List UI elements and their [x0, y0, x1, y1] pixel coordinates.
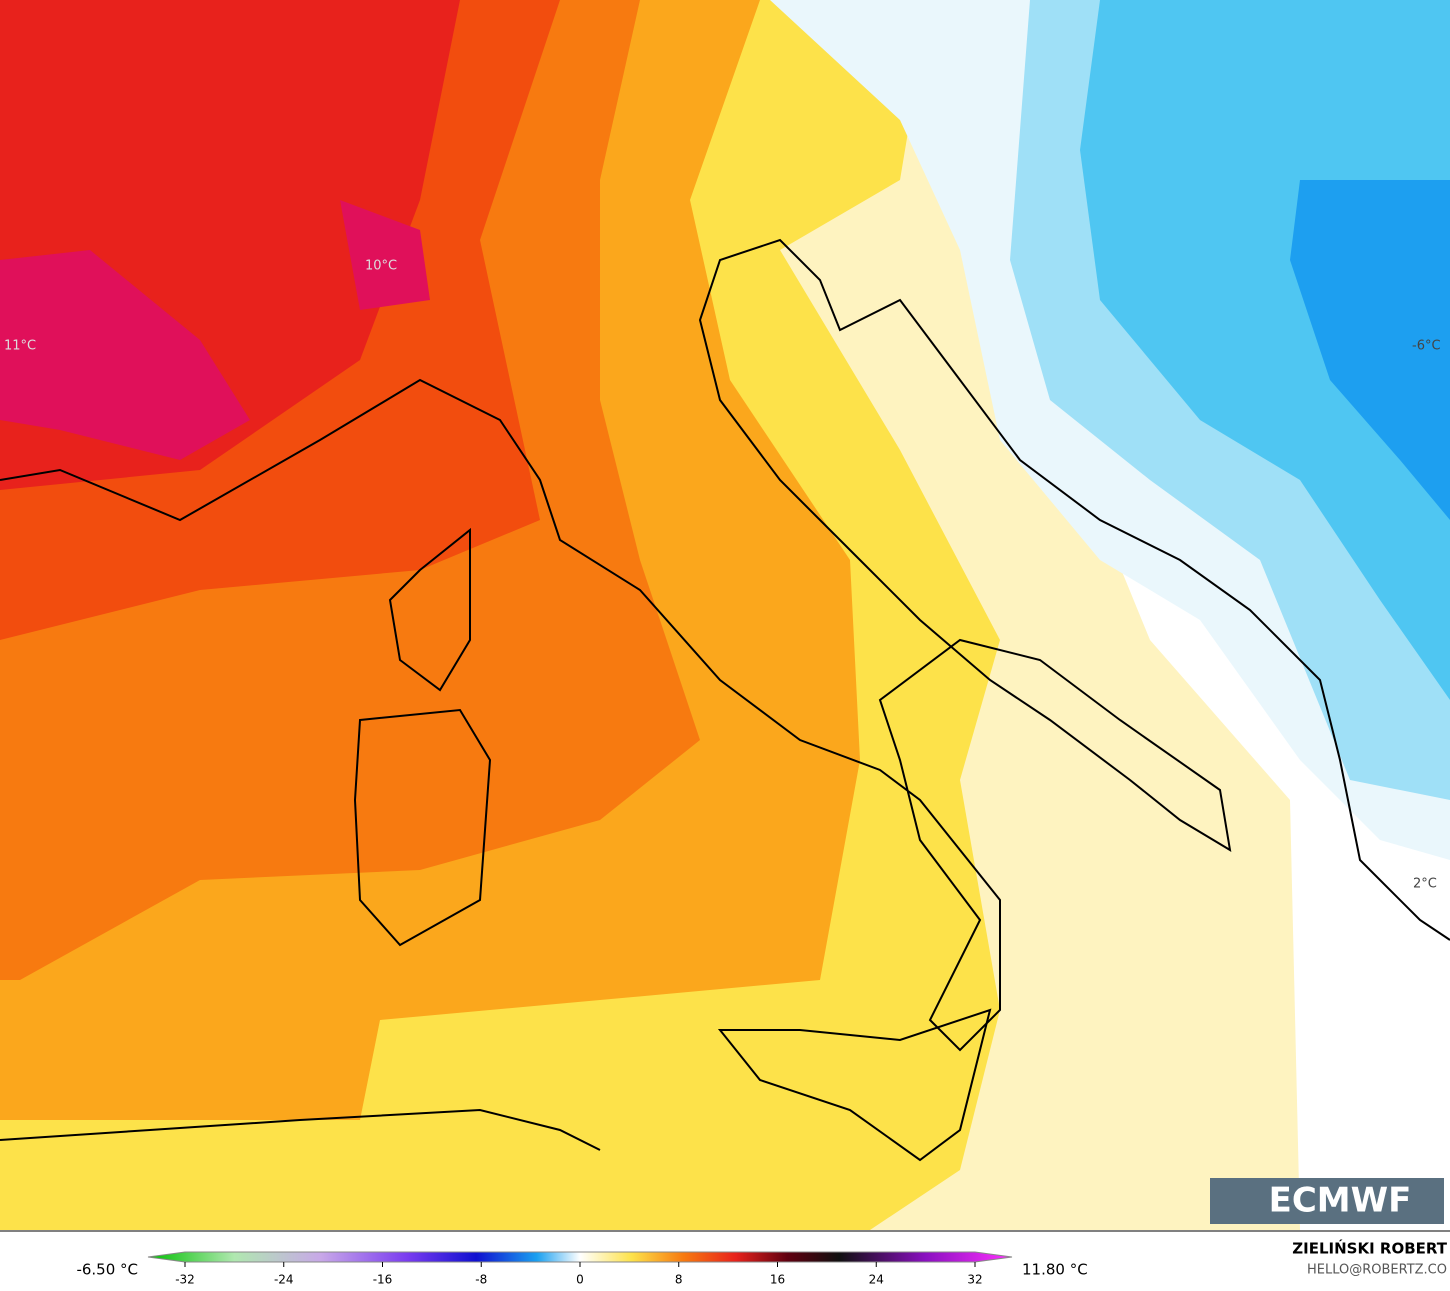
tick-label: -32	[175, 1273, 195, 1287]
zone-magenta	[0, 200, 430, 460]
zone-blue	[1080, 0, 1450, 700]
legend-min: -6.50 °C	[76, 1261, 138, 1279]
corsica	[388, 527, 471, 692]
map-area: 11°C 10°C -6°C 2°C ECMWF	[0, 0, 1450, 1230]
sicily	[717, 1008, 992, 1162]
tick-label: -8	[475, 1273, 487, 1287]
tick-label: 16	[770, 1273, 785, 1287]
logo: ECMWF	[1269, 1181, 1412, 1221]
zone-deep-blue	[1290, 180, 1450, 520]
credit-contact: HELLO@ROBERTZ.CO	[1307, 1263, 1447, 1278]
legend-max: 11.80 °C	[1022, 1261, 1088, 1279]
temp-label: 2°C	[1413, 877, 1437, 892]
logo-box	[1210, 1178, 1444, 1224]
africa-coast	[0, 1108, 601, 1151]
tick-label: -16	[373, 1273, 393, 1287]
coastline	[0, 238, 1450, 1052]
temp-label: -6°C	[1412, 339, 1441, 354]
tick-label: 32	[967, 1273, 982, 1287]
color-bar	[147, 1251, 1013, 1263]
tick-label: 24	[869, 1273, 884, 1287]
tick-label: 0	[576, 1273, 584, 1287]
temp-label: 10°C	[365, 259, 397, 274]
temp-label: 11°C	[4, 339, 36, 354]
credit-name: ZIELIŃSKI ROBERT	[1292, 1239, 1447, 1258]
tick-label: 8	[675, 1273, 683, 1287]
sardinia	[353, 708, 492, 947]
tick-label: -24	[274, 1273, 294, 1287]
